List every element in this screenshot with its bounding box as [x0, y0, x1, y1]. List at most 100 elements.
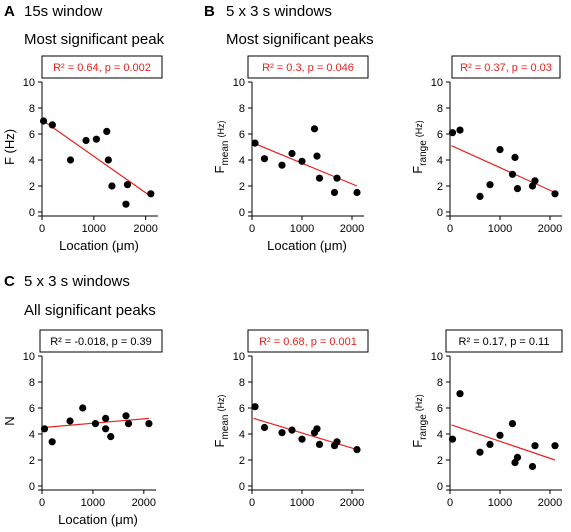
data-point: [511, 153, 519, 161]
y-axis-label-sub: range: [418, 140, 429, 166]
x-tick-label: 0: [447, 223, 453, 235]
data-point: [147, 190, 155, 198]
data-point: [313, 425, 321, 433]
data-point: [107, 433, 115, 441]
x-tick-label: 1000: [81, 497, 105, 509]
fit-line: [253, 417, 358, 451]
data-point: [102, 414, 110, 422]
data-point: [108, 182, 116, 190]
y-tick-label: 4: [29, 155, 35, 167]
y-tick-label: 2: [29, 181, 35, 193]
data-point: [122, 412, 130, 420]
y-tick-label: 2: [239, 455, 245, 467]
panel-b-title: 5 x 3 s windows: [226, 3, 332, 20]
y-axis-label-sub: mean: [220, 141, 231, 166]
x-tick-label: 1000: [290, 223, 314, 235]
y-axis-label-sub: range: [418, 414, 429, 440]
chart-c1: 0 2 4 6 8 10 0 1000 2000 Location (μm) N R² = -0.01…: [2, 329, 163, 527]
panel-label-a: A: [4, 3, 15, 20]
x-tick-label: 2000: [538, 497, 562, 509]
data-point: [102, 425, 110, 433]
chart-b2: 0 2 4 6 8 10 0 1000 2000 Frange (Hz) R² = 0.37, p =…: [410, 55, 562, 235]
chart-c3: 0 2 4 6 8 10 0 1000 2000 Frange (Hz) R² = 0.17, p =…: [410, 329, 563, 509]
data-point: [531, 177, 539, 185]
y-tick-label: 0: [239, 207, 245, 219]
y-tick-label: 4: [239, 155, 245, 167]
data-point: [66, 156, 75, 164]
y-tick-label: 8: [437, 377, 443, 389]
data-point: [260, 423, 269, 432]
x-tick-label: 2000: [132, 497, 156, 509]
x-tick-label: 0: [39, 497, 45, 509]
data-point: [92, 135, 101, 143]
data-point: [353, 446, 361, 454]
x-tick-label: 1000: [290, 497, 314, 509]
data-point: [66, 417, 74, 425]
data-point: [508, 170, 517, 178]
x-tick-label: 1000: [82, 223, 106, 235]
data-point: [103, 127, 111, 135]
y-axis-label-main: F: [410, 440, 425, 448]
data-point: [82, 136, 90, 145]
y-axis-label-main: F: [212, 439, 227, 447]
x-tick-label: 0: [447, 497, 453, 509]
y-tick-label: 0: [239, 481, 245, 493]
stat-box: [451, 55, 561, 79]
y-tick-label: 10: [431, 351, 443, 363]
data-point: [288, 426, 296, 434]
y-tick-label: 2: [437, 181, 443, 193]
fit-line: [43, 120, 152, 197]
y-axis-label-main: F: [410, 166, 425, 174]
data-point: [333, 174, 341, 182]
x-axis-label: Location (μm): [59, 238, 139, 253]
x-tick-label: 2000: [538, 223, 562, 235]
data-point: [486, 181, 494, 189]
y-tick-label: 8: [239, 103, 245, 115]
y-axis-label: Fmean (Hz): [212, 395, 231, 448]
y-tick-label: 6: [29, 403, 35, 415]
y-axis-label: Frange (Hz): [410, 394, 429, 448]
y-tick-label: 6: [239, 403, 245, 415]
stat-text: R² = 0.64, p = 0.002: [53, 62, 151, 74]
data-point: [251, 403, 259, 411]
chart-c2: 0 2 4 6 8 10 0 1000 2000 Fmean (Hz) R² = 0.68, p = …: [212, 329, 369, 509]
x-tick-label: 0: [39, 223, 45, 235]
y-axis-label-sub: mean: [220, 415, 231, 440]
data-point: [496, 146, 504, 154]
y-tick-label: 2: [239, 181, 245, 193]
y-axis-label-unit: (Hz): [414, 120, 424, 137]
panel-label-c: C: [4, 273, 15, 290]
data-point: [260, 155, 269, 163]
stat-box: [247, 329, 369, 353]
stat-text: R² = 0.37, p = 0.03: [460, 62, 552, 74]
data-point: [513, 453, 522, 461]
y-tick-label: 4: [437, 429, 443, 441]
stat-box: [39, 329, 163, 353]
y-tick-label: 0: [437, 481, 443, 493]
x-axis-label: Location (μm): [267, 238, 347, 253]
y-tick-label: 0: [29, 207, 35, 219]
panel-a-subtitle: Most significant peak: [24, 31, 165, 48]
y-axis-label-main: N: [2, 416, 17, 425]
y-tick-label: 4: [29, 429, 35, 441]
y-tick-label: 10: [23, 77, 35, 89]
data-point: [310, 125, 319, 133]
y-tick-label: 6: [29, 129, 35, 141]
data-point: [123, 181, 132, 189]
x-tick-label: 1000: [488, 497, 512, 509]
panel-a-title: 15s window: [24, 3, 103, 20]
data-point: [551, 442, 559, 450]
panel-c-subtitle: All significant peaks: [24, 302, 156, 319]
data-point: [298, 435, 306, 443]
y-tick-label: 10: [233, 351, 245, 363]
y-axis-label-main: F (Hz): [2, 129, 17, 165]
data-point: [508, 420, 517, 428]
y-axis-label: Frange (Hz): [410, 120, 429, 174]
data-point: [122, 200, 130, 208]
y-axis-label: N: [2, 416, 17, 425]
fit-line: [451, 424, 556, 461]
data-point: [353, 188, 361, 197]
data-point: [531, 442, 539, 450]
data-point: [315, 174, 324, 182]
